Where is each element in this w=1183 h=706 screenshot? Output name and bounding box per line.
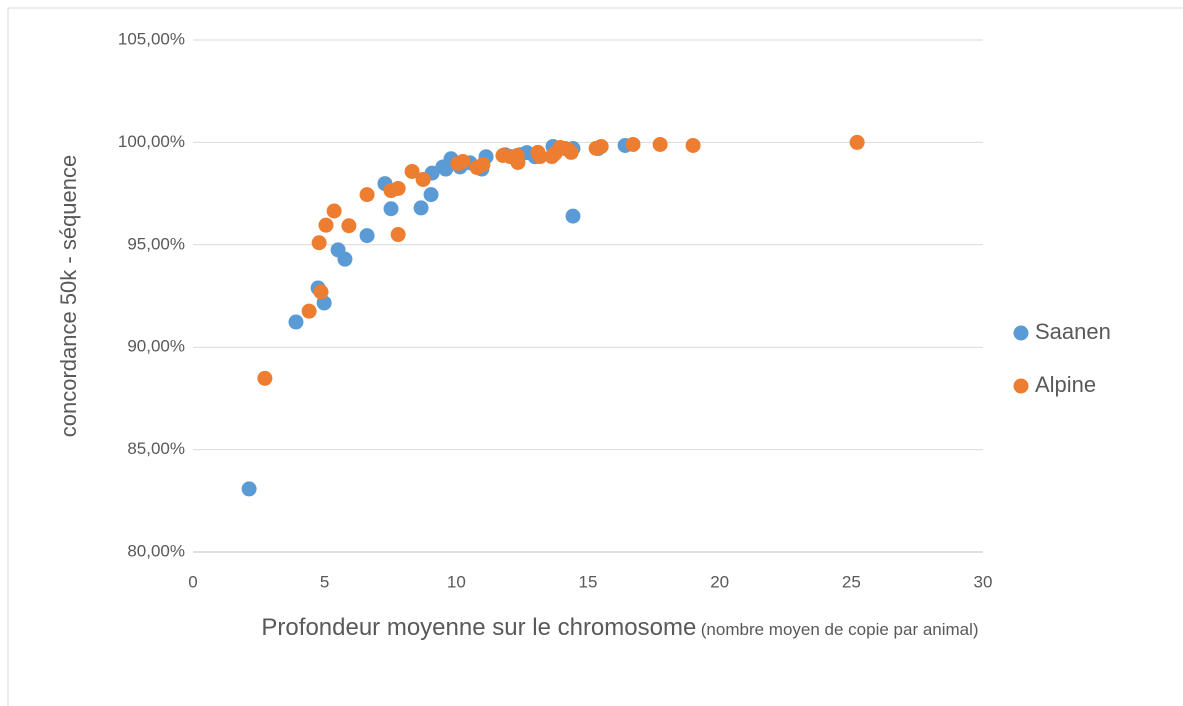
- point: [257, 370, 273, 386]
- x-tick-label: 20: [710, 572, 729, 591]
- point: [337, 251, 353, 267]
- x-tick-label: 30: [974, 572, 993, 591]
- point: [475, 157, 491, 173]
- x-tick-label: 15: [579, 572, 598, 591]
- point: [593, 138, 609, 154]
- legend-marker: [1013, 378, 1029, 394]
- point: [341, 218, 357, 234]
- point: [359, 187, 375, 203]
- y-tick-label: 80,00%: [127, 541, 185, 560]
- y-tick-label: 85,00%: [127, 439, 185, 458]
- point: [326, 203, 342, 219]
- y-tick-label: 100,00%: [118, 132, 185, 151]
- point: [288, 314, 304, 330]
- x-axis-label: Profondeur moyenne sur le chromosome (no…: [195, 612, 1045, 647]
- point: [390, 180, 406, 196]
- x-tick-label: 0: [188, 572, 197, 591]
- point: [359, 228, 375, 244]
- point: [510, 154, 526, 170]
- x-axis-title: Profondeur moyenne sur le chromosome: [261, 614, 697, 641]
- chart-border: [7, 7, 1183, 706]
- x-tick-label: 10: [447, 572, 466, 591]
- legend-label: Alpine: [1035, 372, 1096, 397]
- y-tick-label: 105,00%: [118, 29, 185, 48]
- point: [390, 227, 406, 243]
- point: [563, 144, 579, 160]
- point: [455, 153, 471, 169]
- y-tick-label: 95,00%: [127, 234, 185, 253]
- point: [652, 136, 668, 152]
- x-tick-label: 25: [842, 572, 861, 591]
- point: [685, 137, 701, 153]
- point: [311, 235, 327, 251]
- point: [532, 149, 548, 165]
- point: [318, 217, 334, 233]
- point: [565, 208, 581, 224]
- y-axis-label: concordance 50k - séquence: [56, 155, 81, 438]
- point: [413, 200, 429, 216]
- point: [423, 187, 439, 203]
- point: [301, 303, 317, 319]
- legend-label: Saanen: [1035, 319, 1111, 344]
- point: [625, 136, 641, 152]
- point: [383, 201, 399, 217]
- point: [241, 481, 257, 497]
- point: [313, 284, 329, 300]
- y-tick-label: 90,00%: [127, 337, 185, 356]
- point: [404, 163, 420, 179]
- x-tick-label: 5: [320, 572, 329, 591]
- legend-marker: [1013, 325, 1029, 341]
- x-axis-note: (nombre moyen de copie par animal): [700, 620, 979, 639]
- point: [415, 171, 431, 187]
- point: [849, 134, 865, 150]
